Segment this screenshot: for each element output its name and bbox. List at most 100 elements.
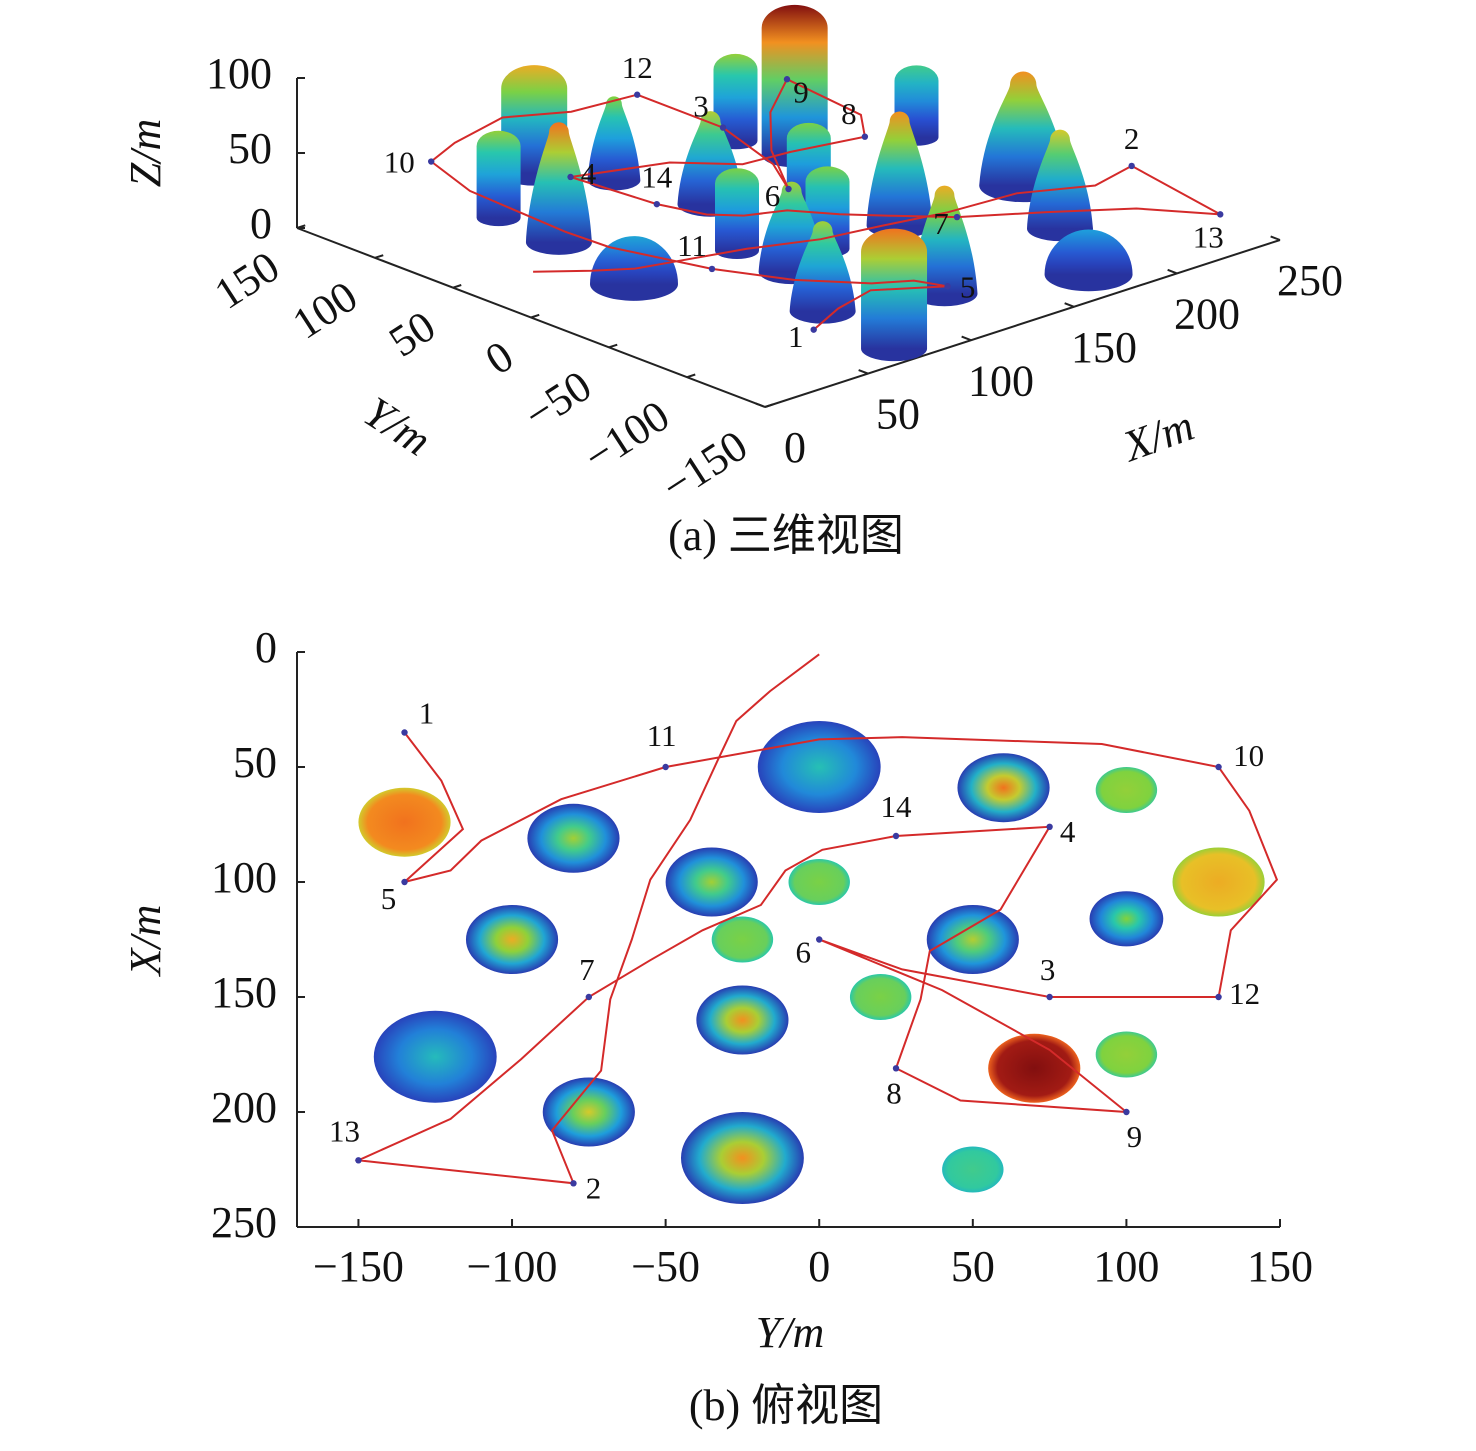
obstacle-3d — [861, 228, 928, 362]
waypoint-label: 5 — [381, 881, 397, 916]
obstacle — [465, 905, 559, 974]
obstacle — [711, 916, 774, 963]
obstacle-3d — [476, 130, 521, 227]
waypoint — [401, 878, 408, 886]
waypoint — [1046, 823, 1053, 830]
x-tick-label: −100 — [467, 1242, 558, 1291]
waypoint-3d — [810, 326, 817, 333]
waypoint — [1215, 993, 1222, 1001]
y-tick-label: 0 — [477, 331, 522, 384]
waypoint-label: 10 — [1233, 738, 1264, 773]
waypoint-label-3d: 8 — [841, 96, 857, 131]
x-tick-label: 150 — [1071, 323, 1137, 372]
waypoint — [1123, 1108, 1130, 1116]
waypoint-3d — [428, 158, 435, 165]
waypoint-label-3d: 9 — [793, 74, 809, 109]
waypoint-label-3d: 4 — [581, 156, 597, 191]
waypoint-label: 12 — [1229, 976, 1260, 1011]
obstacle — [849, 974, 912, 1020]
x-tick — [755, 402, 766, 408]
waypoint — [1215, 763, 1222, 771]
obstacle — [942, 1146, 1004, 1193]
waypoint-label: 13 — [329, 1113, 360, 1148]
waypoint-label: 9 — [1127, 1119, 1143, 1154]
obstacle-3d — [1027, 129, 1093, 242]
x-axis-label: Y/m — [756, 1308, 824, 1357]
obstacle — [1089, 891, 1164, 947]
y-axis-label: Y/m — [355, 387, 439, 465]
waypoint-label: 7 — [579, 952, 595, 987]
waypoint-label-3d: 2 — [1124, 121, 1140, 156]
x-tick-label: 50 — [876, 390, 920, 439]
waypoint — [355, 1157, 362, 1164]
y-tick-label: −50 — [516, 361, 600, 440]
y-tick-label: 150 — [211, 968, 277, 1017]
waypoint — [1046, 993, 1053, 1001]
waypoint-label-3d: 12 — [622, 50, 653, 85]
y-axis-label: X/m — [121, 905, 170, 978]
waypoint-3d — [944, 283, 951, 290]
obstacle-3d — [715, 168, 759, 260]
waypoint-3d — [1217, 211, 1224, 218]
y-tick-label: 250 — [211, 1198, 277, 1247]
caption-a: (a) 三维视图 — [668, 511, 904, 560]
waypoint — [816, 936, 823, 943]
waypoint-label: 14 — [881, 789, 913, 824]
waypoint-3d — [953, 213, 961, 221]
waypoint-3d — [634, 91, 641, 98]
x-tick-label: 50 — [951, 1242, 995, 1291]
x-tick-label: 200 — [1174, 289, 1240, 338]
waypoint-3d — [567, 173, 574, 181]
waypoint-3d — [708, 265, 716, 273]
z-tick-label: 0 — [250, 199, 272, 248]
obstacle — [665, 847, 758, 917]
x-tick — [961, 335, 972, 342]
y-tick-label: 50 — [380, 301, 444, 366]
x-tick-label: −50 — [631, 1242, 700, 1291]
waypoint — [570, 1180, 577, 1187]
x-tick-label: 100 — [1093, 1242, 1159, 1291]
obstacle — [696, 985, 789, 1055]
y-tick — [374, 254, 384, 259]
obstacle-3d — [587, 96, 641, 191]
y-tick-label: 200 — [211, 1083, 277, 1132]
x-tick-label: 0 — [808, 1242, 830, 1291]
obstacle — [358, 787, 451, 857]
obstacle-3d — [789, 221, 856, 324]
x-axis-label: X/m — [1115, 401, 1200, 472]
waypoint-label: 4 — [1060, 814, 1076, 849]
y-tick-label: 150 — [206, 242, 288, 319]
waypoint-label-3d: 5 — [960, 269, 976, 304]
route-3d — [429, 77, 1221, 331]
y-tick — [452, 284, 462, 289]
y-tick-label: 100 — [284, 272, 366, 349]
z-axis-label: Z/m — [121, 119, 170, 187]
obstacle — [757, 721, 881, 813]
obstacle — [926, 905, 1019, 974]
waypoint-label-3d: 10 — [384, 145, 415, 180]
waypoint-label: 8 — [886, 1075, 902, 1110]
waypoint-label-3d: 1 — [788, 319, 804, 354]
waypoint-label-3d: 13 — [1193, 219, 1224, 254]
y-tick-label: 50 — [233, 738, 277, 787]
waypoint — [892, 1065, 900, 1072]
y-tick — [686, 373, 696, 379]
waypoint-3d — [653, 200, 660, 208]
waypoint-3d — [1128, 162, 1135, 170]
x-tick-label: −150 — [313, 1242, 404, 1291]
x-tick-label: 100 — [968, 356, 1034, 405]
x-tick — [1270, 235, 1281, 241]
obstacle — [373, 1010, 497, 1103]
x-tick-label: 150 — [1247, 1242, 1313, 1291]
waypoint-label-3d: 3 — [693, 89, 709, 124]
waypoint-3d — [861, 133, 869, 140]
waypoint — [662, 763, 669, 771]
x-axis — [764, 239, 1281, 408]
caption-b: (b) 俯视图 — [689, 1381, 883, 1430]
y-tick-label: 100 — [211, 853, 277, 902]
obstacle — [1172, 847, 1265, 917]
obstacle — [680, 1112, 804, 1204]
waypoint — [892, 832, 900, 840]
waypoint-label: 11 — [647, 718, 677, 753]
